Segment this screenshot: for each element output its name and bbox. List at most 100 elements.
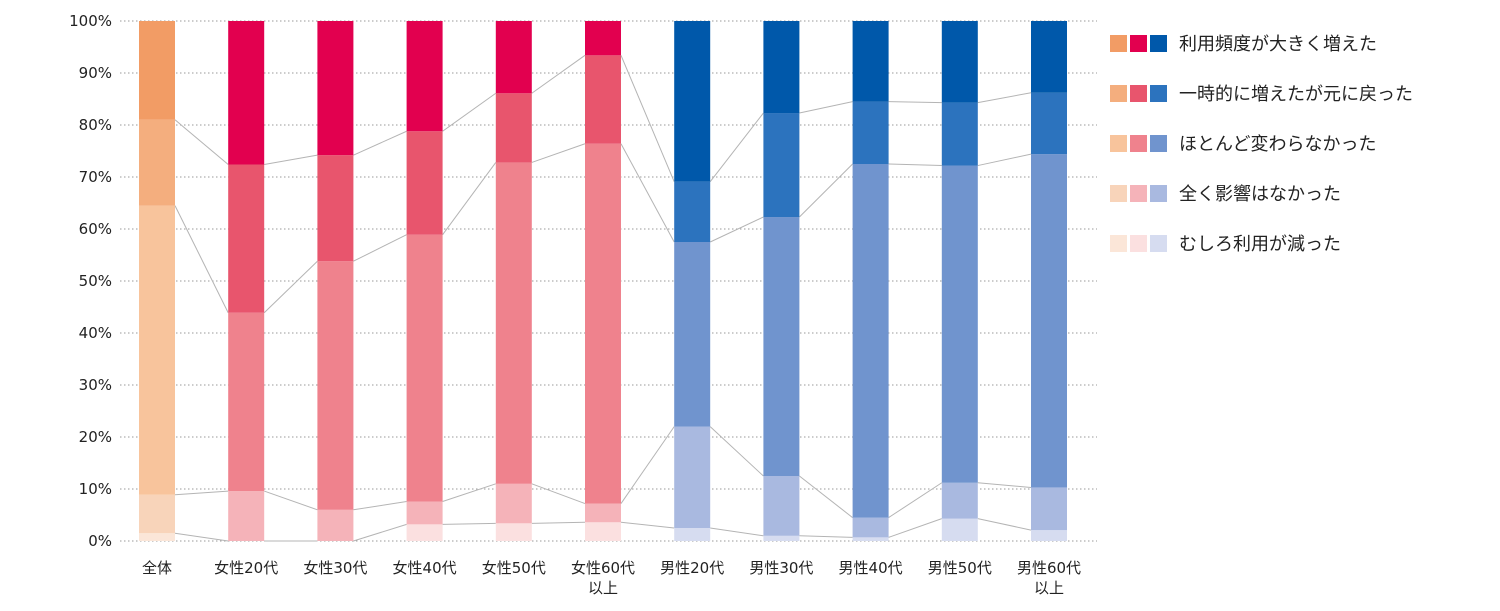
connector-line — [264, 154, 318, 166]
x-tick-label: 女性60代 — [571, 559, 635, 577]
y-tick-label: 40% — [79, 324, 112, 342]
bar-segment — [317, 155, 354, 262]
connector-line — [353, 234, 407, 262]
bar-segment — [406, 524, 443, 541]
bar-segment — [495, 21, 532, 94]
connector-line — [710, 527, 764, 537]
y-tick-label: 30% — [79, 376, 112, 394]
bar-segment — [406, 131, 443, 235]
legend-label: 全く影響はなかった — [1179, 184, 1341, 205]
x-tick-label: 女性20代 — [214, 559, 278, 577]
bar-segment — [852, 164, 889, 518]
connector-line — [977, 518, 1032, 531]
connector-line — [531, 54, 586, 94]
connector-line — [442, 483, 496, 502]
bar-segment — [941, 102, 978, 166]
bar-segment — [1031, 154, 1067, 488]
connector-line — [620, 143, 675, 243]
connector-line — [353, 500, 407, 511]
connector-line — [442, 522, 496, 525]
connector-line — [442, 162, 497, 236]
connector-line — [888, 163, 942, 167]
bar-segment — [1031, 21, 1067, 93]
bar-segment — [941, 518, 978, 541]
x-tick-label: 男性30代 — [749, 559, 813, 577]
bar-segment — [674, 528, 711, 541]
x-tick-label: 男性20代 — [660, 559, 724, 577]
bar-segment — [852, 537, 889, 541]
connector-line — [442, 92, 497, 132]
bar-segment — [852, 21, 889, 102]
legend: 利用頻度が大きく増えた 一時的に増えたが元に戻った ほとんど変わらなかった 全く… — [1110, 18, 1413, 268]
legend-swatch-all — [1110, 34, 1127, 52]
connector-line — [531, 521, 586, 524]
connector-line — [620, 521, 675, 529]
connector-line — [709, 112, 764, 182]
connector-line — [977, 153, 1032, 167]
bar-segment — [941, 21, 978, 103]
bar-segment — [495, 523, 532, 541]
connector-line — [174, 205, 229, 313]
bar-segment — [228, 21, 265, 165]
bars — [139, 21, 1067, 541]
legend-swatch-female — [1130, 234, 1147, 252]
x-tick-label: 男性60代 — [1017, 559, 1081, 577]
legend-swatch-female — [1130, 184, 1147, 202]
legend-swatch-all — [1110, 84, 1127, 102]
bar-segment — [1031, 487, 1067, 531]
connector-line — [620, 55, 675, 182]
legend-swatch-female — [1130, 34, 1147, 52]
legend-swatch-all — [1110, 134, 1127, 152]
connector-line — [888, 101, 942, 104]
bar-segment — [763, 476, 800, 536]
legend-item: 全く影響はなかった — [1110, 168, 1413, 218]
bar-segment — [674, 21, 711, 182]
x-tick-label: 男性40代 — [839, 559, 903, 577]
y-tick-label: 50% — [79, 272, 112, 290]
bar-segment — [674, 242, 711, 427]
bar-segment — [674, 181, 711, 242]
connector-line — [888, 518, 942, 538]
bar-segment — [585, 21, 621, 56]
connector-line — [799, 163, 853, 218]
bar-segment — [585, 55, 621, 144]
bar-segment — [139, 119, 175, 206]
legend-label: むしろ利用が減った — [1179, 234, 1341, 255]
bar-segment — [763, 535, 800, 541]
bar-segment — [495, 162, 532, 484]
bar-segment — [763, 217, 800, 477]
legend-swatch-female — [1130, 134, 1147, 152]
connector-line — [263, 260, 318, 314]
bar-segment — [406, 234, 443, 502]
x-tick-label: 女性30代 — [303, 559, 367, 577]
y-tick-label: 80% — [79, 116, 112, 134]
legend-swatch-male — [1150, 234, 1167, 252]
bar-segment — [674, 426, 711, 528]
connector-line — [353, 523, 407, 542]
legend-item: むしろ利用が減った — [1110, 218, 1413, 268]
bar-segment — [941, 165, 978, 483]
x-tick-label: 男性50代 — [928, 559, 992, 577]
legend-swatch-all — [1110, 234, 1127, 252]
bar-segment — [228, 491, 265, 541]
connector-line — [799, 101, 853, 114]
bar-segment — [139, 494, 175, 534]
legend-swatch-male — [1150, 184, 1167, 202]
bar-segment — [406, 501, 443, 525]
bar-segment — [495, 483, 532, 524]
legend-swatch-male — [1150, 34, 1167, 52]
bar-segment — [585, 503, 621, 523]
connector-line — [977, 482, 1032, 488]
connector-line — [620, 426, 675, 504]
bar-segment — [1031, 92, 1067, 155]
legend-label: ほとんど変わらなかった — [1179, 134, 1377, 155]
legend-label: 利用頻度が大きく増えた — [1179, 34, 1377, 55]
bar-segment — [763, 21, 800, 114]
bar-segment — [228, 164, 265, 313]
connector-lines — [174, 54, 1032, 542]
y-tick-label: 90% — [79, 64, 112, 82]
y-tick-label: 10% — [79, 480, 112, 498]
y-tick-label: 20% — [79, 428, 112, 446]
